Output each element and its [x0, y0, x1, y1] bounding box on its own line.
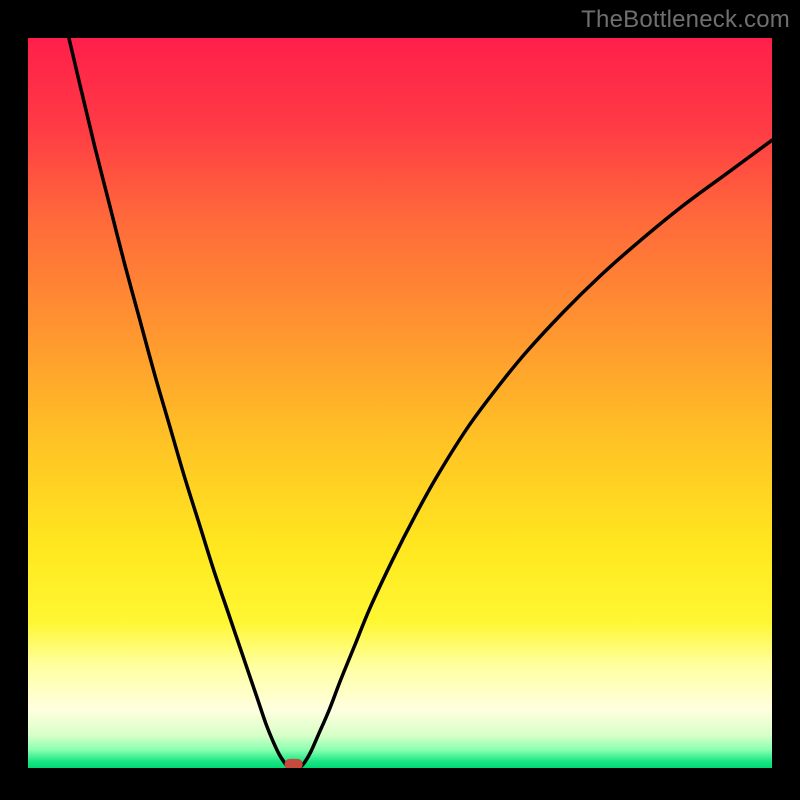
bottleneck-curve [28, 38, 772, 768]
curve-left-branch [69, 38, 288, 768]
curve-right-branch [300, 140, 772, 768]
plot-area [28, 38, 772, 768]
minimum-marker [285, 759, 303, 768]
watermark-text: TheBottleneck.com [581, 6, 790, 34]
chart-container: TheBottleneck.com [0, 0, 800, 800]
